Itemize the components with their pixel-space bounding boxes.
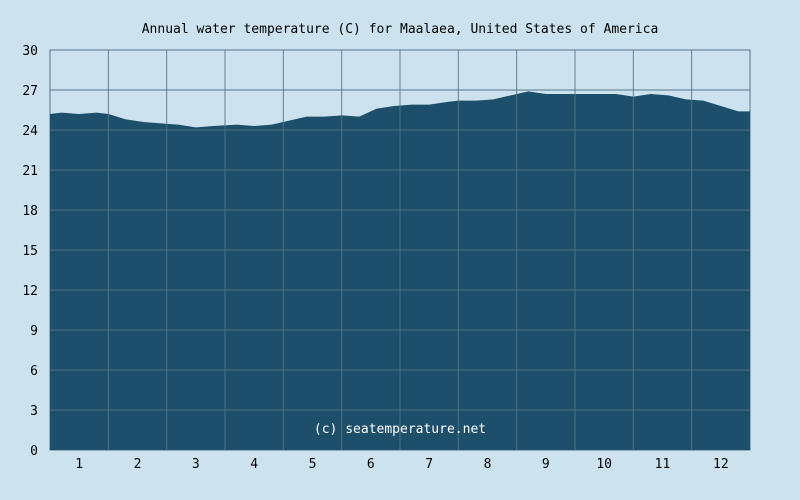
x-tick-label: 9 [542, 457, 550, 472]
plot-area [49, 49, 751, 451]
x-tick-label: 6 [367, 457, 375, 472]
y-tick-label: 27 [22, 84, 38, 99]
y-axis-ticks: 0 3 6 9 12 15 18 21 24 27 30 [22, 44, 38, 459]
y-tick-label: 3 [30, 404, 38, 419]
x-axis-ticks: 1 2 3 4 5 6 7 8 9 10 11 12 [75, 457, 728, 472]
y-tick-label: 15 [22, 244, 38, 259]
y-tick-label: 21 [22, 164, 38, 179]
copyright-watermark: (c) seatemperature.net [314, 422, 486, 437]
y-tick-label: 30 [22, 44, 38, 59]
x-tick-label: 5 [309, 457, 317, 472]
x-tick-label: 8 [484, 457, 492, 472]
y-tick-label: 12 [22, 284, 38, 299]
y-tick-label: 0 [30, 444, 38, 459]
y-tick-label: 24 [22, 124, 38, 139]
y-tick-label: 6 [30, 364, 38, 379]
chart-title: Annual water temperature (C) for Maalaea… [142, 22, 659, 37]
y-tick-label: 9 [30, 324, 38, 339]
x-tick-label: 7 [425, 457, 433, 472]
x-tick-label: 2 [134, 457, 142, 472]
x-tick-label: 1 [75, 457, 83, 472]
x-tick-label: 4 [250, 457, 258, 472]
y-tick-label: 18 [22, 204, 38, 219]
x-tick-label: 3 [192, 457, 200, 472]
x-tick-label: 11 [655, 457, 671, 472]
x-tick-label: 10 [596, 457, 612, 472]
x-tick-label: 12 [713, 457, 729, 472]
